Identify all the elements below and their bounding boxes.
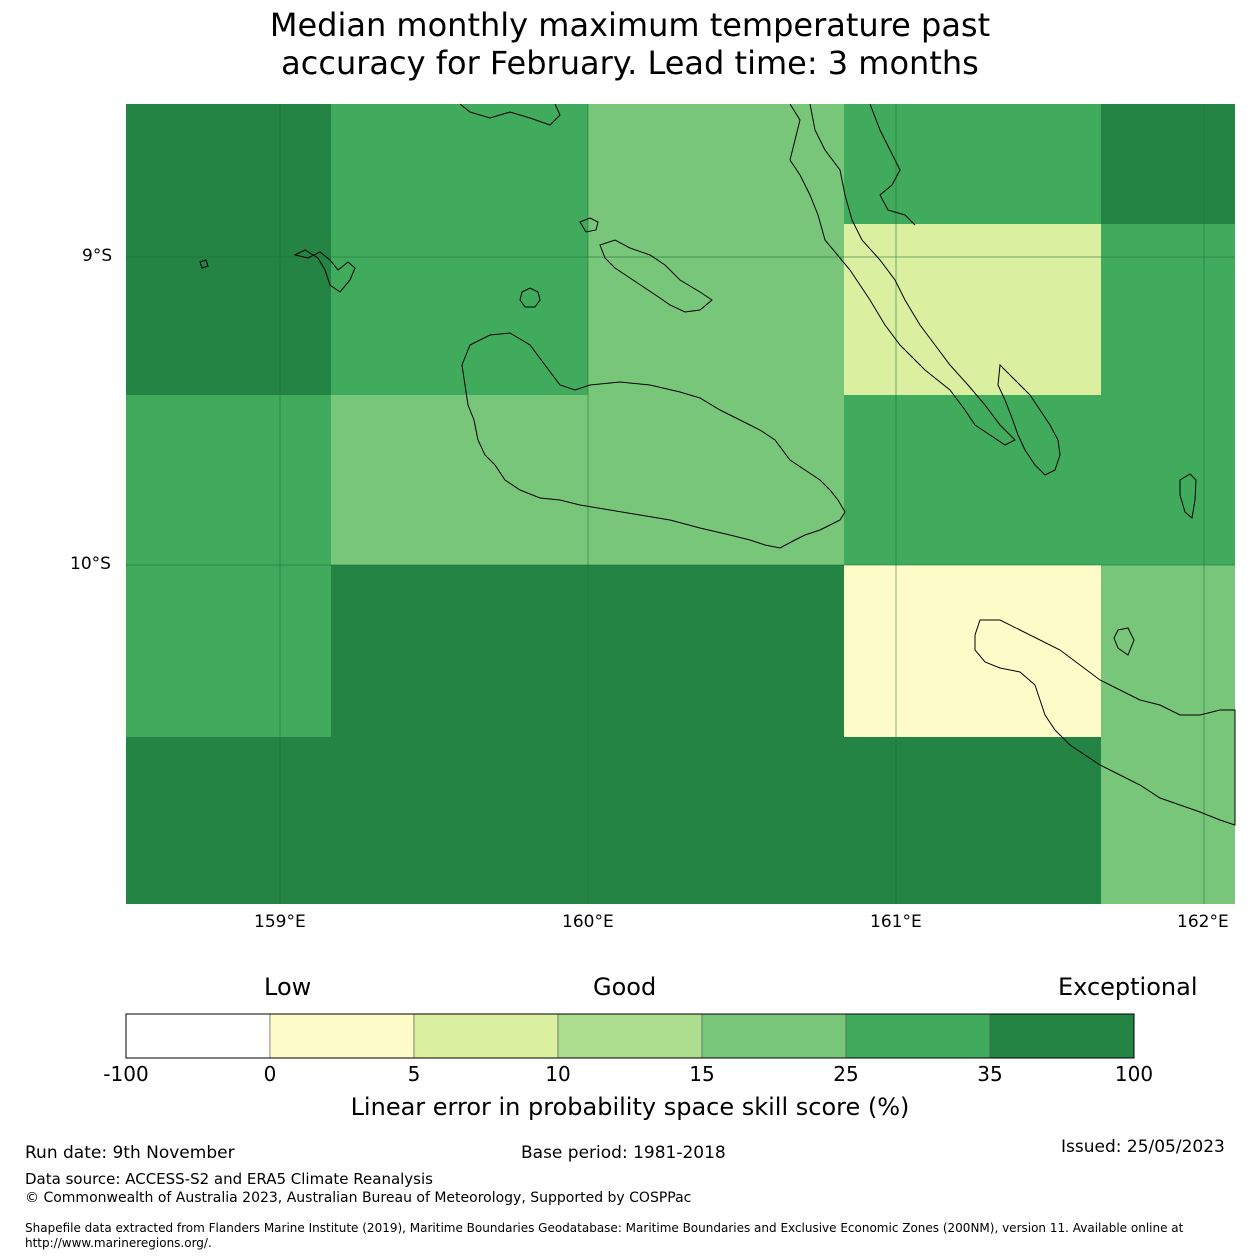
skill-cell (844, 104, 1101, 224)
legend-category-good: Good (593, 973, 657, 1001)
skill-cell (331, 104, 588, 224)
skill-cell (126, 737, 331, 904)
colorbar (0, 1000, 1260, 1080)
coastline-russell (599, 239, 713, 313)
coastline-islet-e (1113, 627, 1135, 656)
skill-grid (126, 104, 1235, 904)
skill-cell (844, 565, 1101, 737)
lat-label-10s: 10°S (70, 554, 111, 574)
colorbar-swatch (701, 1013, 847, 1059)
skill-cell (1101, 395, 1235, 565)
colorbar-swatch (845, 1013, 991, 1059)
colorbar-tick: 5 (407, 1062, 421, 1086)
coastline-north-east (869, 103, 916, 226)
skill-cell (588, 104, 844, 224)
title-line-2: accuracy for February. Lead time: 3 mont… (281, 44, 979, 82)
lon-label-159e: 159°E (254, 912, 306, 932)
coastline-makira (974, 619, 1236, 826)
run-date: Run date: 9th November (25, 1143, 235, 1163)
colorbar-title: Linear error in probability space skill … (350, 1093, 910, 1121)
lon-label-162e: 162°E (1177, 912, 1229, 932)
colorbar-tick: -100 (103, 1062, 149, 1086)
skill-cell (331, 395, 588, 565)
skill-cell (844, 395, 1101, 565)
coastline-islet-a (519, 287, 541, 308)
skill-cell (588, 395, 844, 565)
colorbar-tick: 35 (977, 1062, 1003, 1086)
colorbar-swatch (989, 1013, 1135, 1059)
coastlines (199, 103, 1236, 826)
title-line-1: Median monthly maximum temperature past (269, 6, 991, 44)
skill-cell (331, 224, 588, 395)
coastline-malaita (997, 363, 1061, 476)
coastline-islet-c (199, 259, 209, 269)
legend-category-exceptional: Exceptional (1058, 973, 1198, 1001)
colorbar-swatch (557, 1013, 703, 1059)
colorbar-swatches (125, 1013, 1135, 1059)
skill-cell (126, 224, 331, 395)
base-period: Base period: 1981-2018 (521, 1143, 726, 1163)
coastline-guadalcanal (461, 332, 846, 549)
colorbar-tick: 100 (1114, 1062, 1154, 1086)
lat-label-9s: 9°S (82, 246, 113, 266)
coastline-north (459, 103, 561, 126)
colorbar-swatch (125, 1013, 271, 1059)
skill-cell (1101, 737, 1235, 904)
coastline-islet-d (1179, 473, 1197, 519)
colorbar-swatch (413, 1013, 559, 1059)
skill-cell (331, 565, 588, 737)
skill-cell (126, 104, 331, 224)
skill-cell (1101, 224, 1235, 395)
skill-cell (126, 565, 331, 737)
coastline-florida (293, 249, 356, 293)
colorbar-svg (125, 1013, 1135, 1059)
skill-cell (331, 737, 588, 904)
map-area: 9°S 10°S 159°E 160°E 161°E 162°E (70, 103, 1236, 932)
colorbar-outline (125, 1013, 1135, 1059)
colorbar-tick: 25 (833, 1062, 859, 1086)
skill-cell (588, 224, 844, 395)
colorbar-swatch (269, 1013, 415, 1059)
lon-label-161e: 161°E (870, 912, 922, 932)
lon-label-160e: 160°E (562, 912, 614, 932)
skill-cell (588, 565, 844, 737)
colorbar-tick: 15 (689, 1062, 715, 1086)
skill-cell (844, 224, 1101, 395)
colorbar-tick: 0 (263, 1062, 277, 1086)
skill-cell (844, 737, 1101, 904)
skill-cell (588, 737, 844, 904)
skill-cell (1101, 104, 1235, 224)
legend-category-low: Low (264, 973, 312, 1001)
coastline-islet-b (579, 217, 599, 233)
issued-date: Issued: 25/05/2023 (1061, 1137, 1225, 1157)
skill-cell (1101, 565, 1235, 737)
shapefile-credit: Shapefile data extracted from Flanders M… (25, 1221, 1184, 1250)
coastline-santa-isabel (789, 103, 1016, 446)
data-source: Data source: ACCESS-S2 and ERA5 Climate … (25, 1170, 433, 1188)
copyright: © Commonwealth of Australia 2023, Austra… (25, 1190, 692, 1206)
chart-title: Median monthly maximum temperature past … (0, 6, 1260, 82)
colorbar-tick: 10 (545, 1062, 571, 1086)
skill-cell (126, 395, 331, 565)
map-svg (126, 103, 1236, 904)
